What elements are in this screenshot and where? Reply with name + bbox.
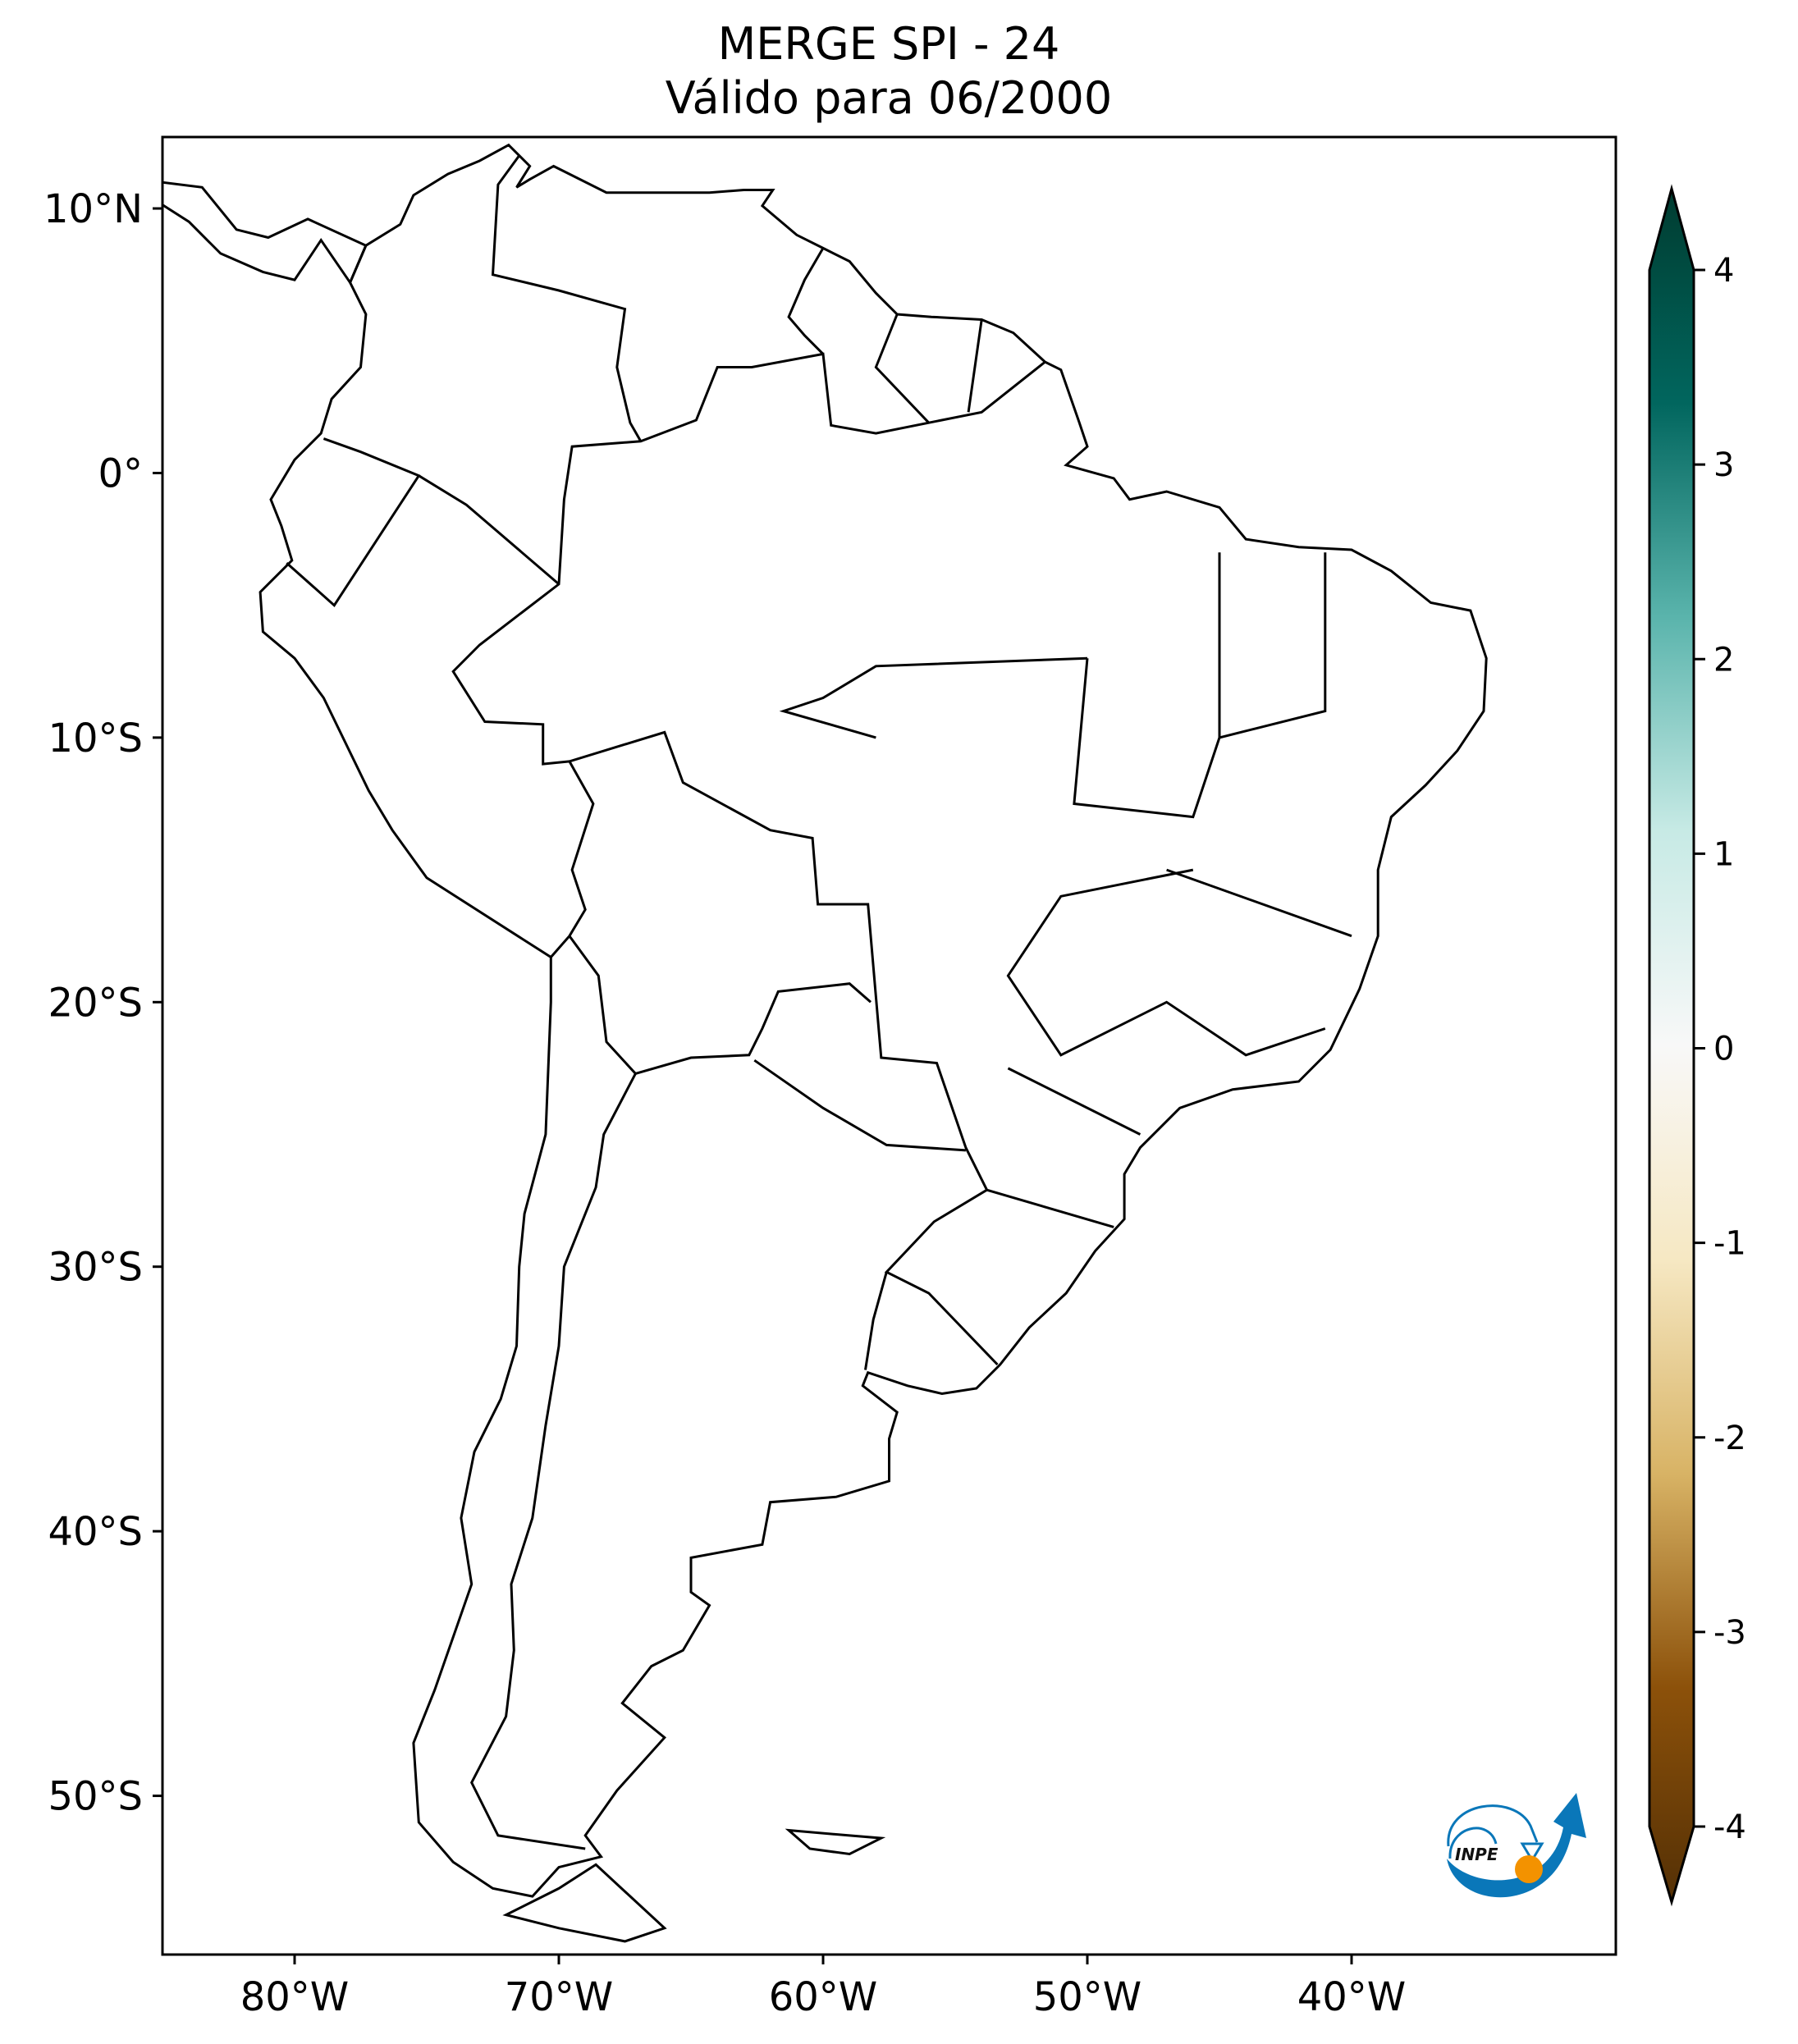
map-title-line1: MERGE SPI - 24 [717,18,1060,70]
lat-tick-label: 30°S [48,1245,143,1291]
spi-field-cell [401,474,557,630]
lat-tick-label: 20°S [48,980,143,1026]
spi-field-cell [1326,633,1482,789]
spi-field-cell [401,342,557,498]
spi-field-cell [1009,580,1165,736]
longitude-axis: 80°W 70°W 60°W 50°W 40°W [240,1955,1407,2020]
spi-field-cell [877,818,1033,974]
colorbar-tick-label: 1 [1713,835,1734,873]
spi-field-cell [798,1347,954,1503]
spi-field-cell [825,1004,981,1159]
spi-field-cell [1141,845,1297,1001]
spi-field-cell [758,871,914,1027]
spi-field-cell [533,1427,689,1583]
spi-field-cell [1089,1109,1245,1265]
spi-field-cell [441,718,597,874]
spi-field-cell [323,606,478,762]
spi-field-cell [613,660,769,816]
lon-tick-label: 60°W [769,1974,878,2020]
spi-field-cell [587,871,743,1027]
spi-field-cell [375,739,531,895]
spi-field-cell [269,474,425,630]
lat-tick-label: 0° [98,450,143,496]
spi-field-cell [1168,580,1324,736]
lon-tick-label: 70°W [505,1974,614,2020]
lat-tick-label: 10°S [48,716,143,761]
spi-field-cell [957,739,1113,895]
country-borders [286,154,1352,1850]
spi-field-cell [481,1559,637,1715]
spi-field-cell [957,1162,1113,1318]
lon-tick-label: 80°W [240,1974,350,2020]
colorbar-tick-label: -2 [1713,1420,1746,1457]
map-frame [161,135,1617,1956]
spi-field-cell [851,422,1007,578]
colorbar-tick-label: 3 [1713,446,1734,484]
spi-field-cell [825,290,981,446]
lat-tick-label: 40°S [48,1509,143,1555]
spi-field-cell [930,316,1086,472]
spi-field-cell [349,263,505,418]
spi-field [162,137,1616,1955]
spi-field-cell [1194,712,1350,868]
lon-tick-label: 50°W [1033,1974,1142,2020]
spi-field-cell [428,1718,584,1874]
spi-field-cell [296,395,452,551]
spi-field-cell [1009,924,1165,1080]
colorbar-tick-label: -3 [1713,1614,1746,1652]
spi-field-cell [1274,792,1430,948]
spi-field-cell [719,1401,875,1557]
spi-field-cell [1379,580,1535,736]
spi-field-cell [507,554,663,710]
map-title-line2: Válido para 06/2000 [665,72,1113,124]
latitude-axis: 10°N 0° 10°S 20°S 30°S 40°S 50°S [43,186,162,1820]
colorbar-tick-label: 4 [1713,252,1734,290]
inpe-logo: INPE [1447,1793,1586,1898]
spi-field-cell [401,1612,557,1768]
lon-tick-label: 40°W [1297,1974,1407,2020]
lat-tick-label: 50°S [48,1774,143,1820]
spi-field-cell [798,528,954,684]
lat-tick-label: 10°N [43,186,143,232]
inpe-logo-text: INPE [1455,1845,1498,1864]
spi-field-cell [481,316,637,472]
colorbar-tick-label: -4 [1713,1809,1746,1846]
colorbar: 4 3 2 1 0 -1 -2 -3 -4 [1648,184,1746,1907]
colorbar-tick-label: 2 [1713,641,1734,679]
spi-field-cell [1036,316,1192,472]
spi-field-cell [587,1057,743,1213]
spi-field-cell [877,1268,1033,1424]
spi-field-cell [533,1295,689,1451]
colorbar-tick-label: 0 [1713,1031,1734,1068]
spi-field-cell [613,1189,769,1345]
spi-field-cell [560,236,716,392]
spi-field-cell [666,263,821,418]
colorbar-tick-label: -1 [1713,1225,1746,1263]
coastline [162,143,1488,1943]
